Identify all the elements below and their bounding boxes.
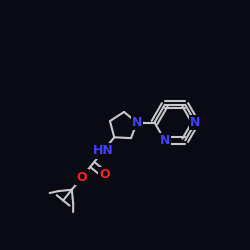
Text: HN: HN xyxy=(93,144,114,157)
Text: O: O xyxy=(77,170,87,183)
Text: N: N xyxy=(190,116,201,129)
Text: N: N xyxy=(160,134,170,147)
Text: O: O xyxy=(100,168,110,181)
Text: N: N xyxy=(132,116,142,129)
